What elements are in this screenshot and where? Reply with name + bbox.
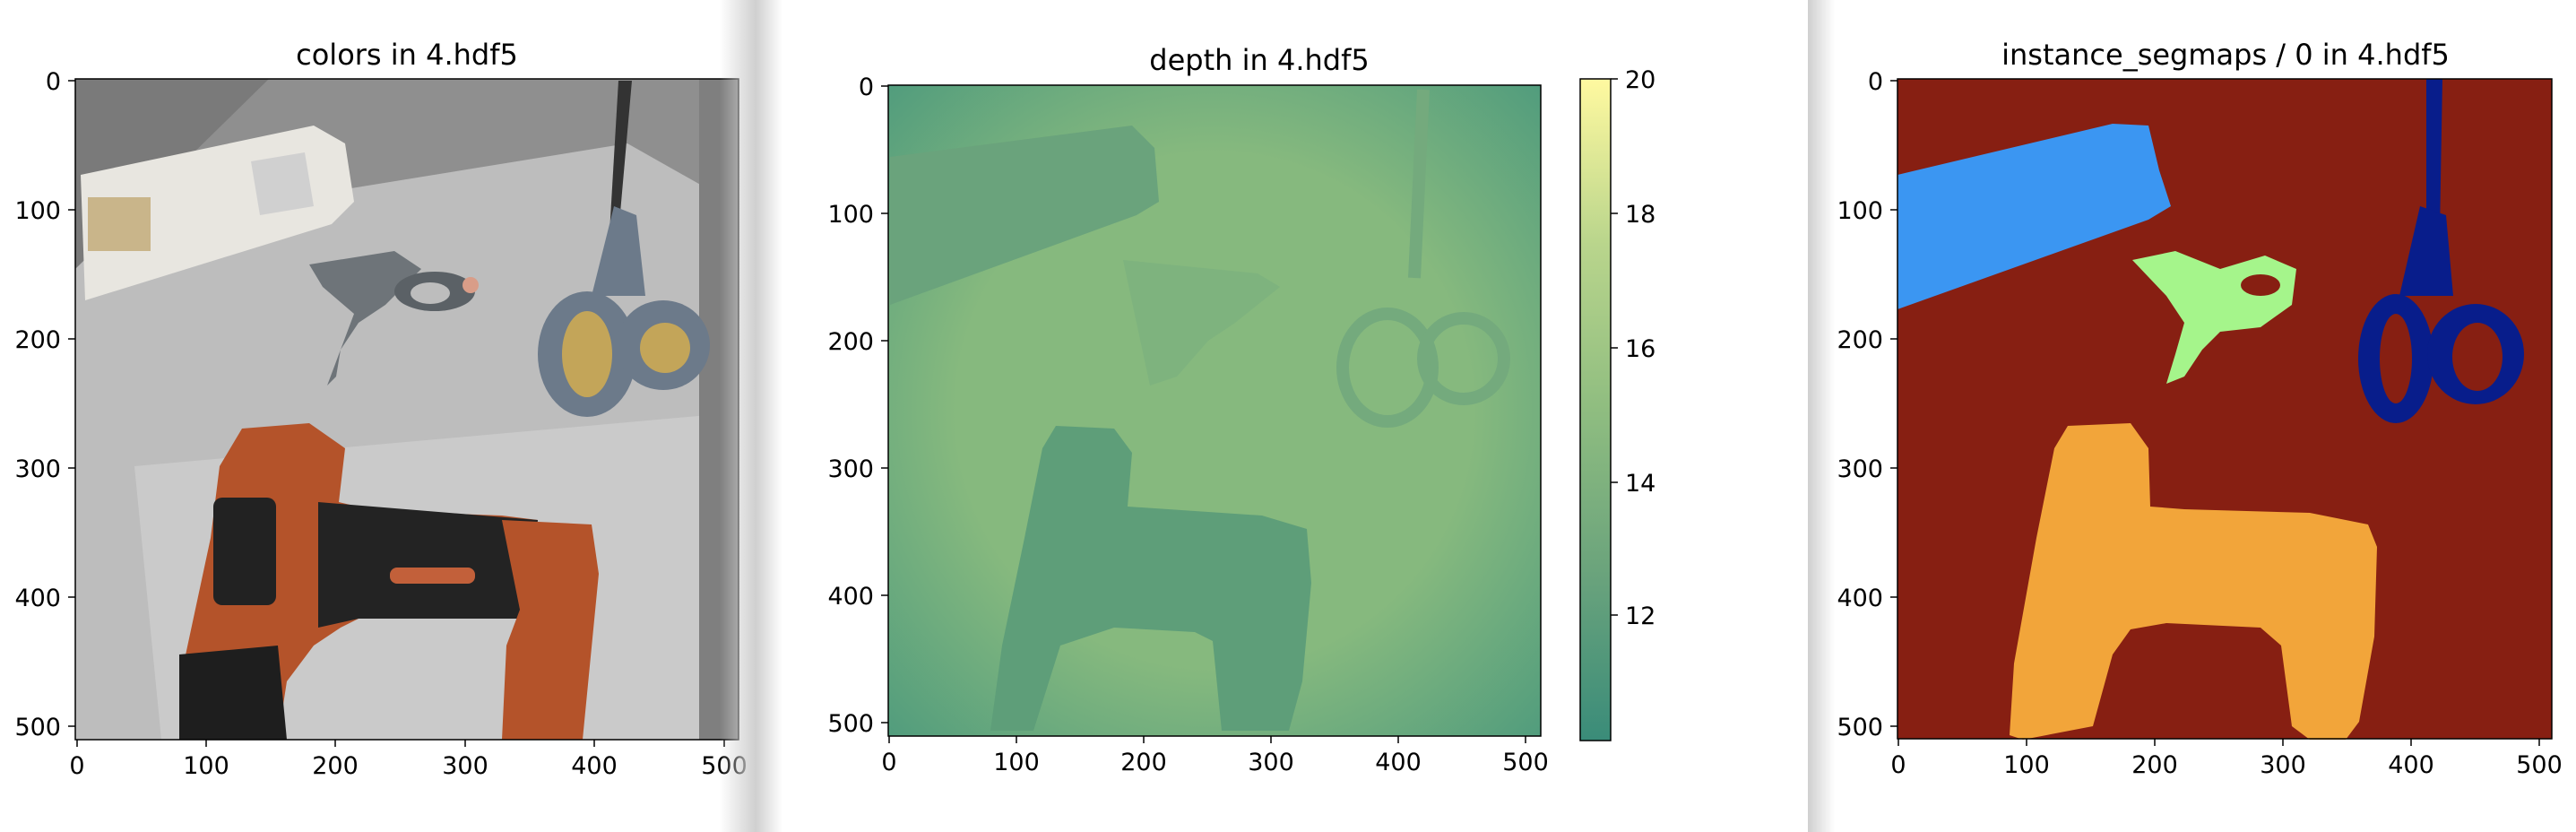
x-tick: 300 bbox=[2260, 751, 2306, 779]
x-tick: 300 bbox=[442, 752, 488, 780]
y-tick: 0 bbox=[859, 74, 874, 101]
y-tick: 200 bbox=[14, 326, 61, 354]
x-tick: 100 bbox=[2003, 751, 2050, 779]
segment-drill bbox=[2010, 423, 2377, 740]
y-tick: 200 bbox=[827, 328, 874, 356]
x-tick: 200 bbox=[1120, 749, 1167, 776]
y-tick: 400 bbox=[14, 585, 61, 612]
y-tick: 300 bbox=[1837, 455, 1883, 483]
x-tick: 200 bbox=[312, 752, 359, 780]
y-tick: 500 bbox=[14, 714, 61, 741]
colorbar-tick: 16 bbox=[1625, 335, 1655, 363]
x-tick: 200 bbox=[2131, 751, 2178, 779]
figure-window-segmaps: instance_segmaps / 0 in 4.hdf5 bbox=[1808, 0, 2576, 832]
depth-image bbox=[887, 84, 1542, 737]
segment-scissors bbox=[2358, 79, 2524, 423]
bottle-object bbox=[81, 126, 354, 300]
figure-window-depth: depth in 4.hdf5 0 bbox=[756, 0, 1808, 832]
y-tick: 0 bbox=[46, 68, 61, 96]
scissors-object bbox=[538, 81, 710, 417]
x-tick: 0 bbox=[1890, 751, 1906, 779]
y-axis: 0 100 200 300 400 500 bbox=[1837, 68, 1897, 741]
x-tick: 400 bbox=[2388, 751, 2434, 779]
y-axis: 0 100 200 300 400 500 bbox=[14, 68, 75, 741]
y-tick: 200 bbox=[1837, 326, 1883, 354]
y-tick: 400 bbox=[1837, 585, 1883, 612]
colorbar: 20 18 16 14 12 bbox=[1579, 66, 1655, 741]
y-tick: 0 bbox=[1868, 68, 1883, 96]
window-edge-shadow bbox=[756, 0, 782, 832]
x-tick: 300 bbox=[1248, 749, 1294, 776]
rgb-image bbox=[74, 78, 739, 741]
x-tick: 100 bbox=[993, 749, 1040, 776]
x-tick: 500 bbox=[2516, 751, 2563, 779]
plot-title: colors in 4.hdf5 bbox=[296, 38, 518, 72]
x-tick: 0 bbox=[69, 752, 84, 780]
figure-window-colors: colors in 4.hdf5 bbox=[0, 0, 756, 832]
colors-figure: colors in 4.hdf5 bbox=[14, 38, 748, 780]
depth-figure: depth in 4.hdf5 0 bbox=[827, 43, 1655, 776]
x-tick: 400 bbox=[1375, 749, 1422, 776]
clamp-object bbox=[309, 251, 479, 386]
y-tick: 300 bbox=[827, 455, 874, 483]
y-tick: 400 bbox=[827, 583, 874, 611]
x-tick: 500 bbox=[1502, 749, 1549, 776]
segmaps-figure: instance_segmaps / 0 in 4.hdf5 bbox=[1837, 38, 2563, 779]
y-tick: 100 bbox=[827, 201, 874, 229]
segmentation-image bbox=[1897, 78, 2553, 740]
colorbar-tick: 12 bbox=[1625, 602, 1655, 630]
colorbar-tick: 20 bbox=[1625, 66, 1655, 94]
plot-title: depth in 4.hdf5 bbox=[1149, 43, 1369, 77]
y-tick: 300 bbox=[14, 455, 61, 483]
colorbar-tick: 18 bbox=[1625, 201, 1655, 229]
x-tick: 100 bbox=[183, 752, 229, 780]
x-tick: 400 bbox=[571, 752, 618, 780]
x-axis: 0 100 200 300 400 500 bbox=[881, 736, 1549, 776]
x-axis: 0 100 200 300 400 500 bbox=[1890, 739, 2563, 779]
y-tick: 100 bbox=[1837, 197, 1883, 225]
drill-object bbox=[179, 423, 599, 740]
plot-title: instance_segmaps / 0 in 4.hdf5 bbox=[2001, 38, 2450, 72]
y-tick: 500 bbox=[827, 710, 874, 738]
segment-bottle bbox=[1897, 124, 2171, 309]
y-tick: 500 bbox=[1837, 714, 1883, 741]
y-axis: 0 100 200 300 400 500 bbox=[827, 74, 888, 738]
x-tick: 500 bbox=[701, 752, 748, 780]
x-axis: 0 100 200 300 400 500 bbox=[69, 740, 748, 780]
x-tick: 0 bbox=[881, 749, 896, 776]
y-tick: 100 bbox=[14, 197, 61, 225]
colorbar-tick: 14 bbox=[1625, 470, 1655, 498]
window-edge-shadow bbox=[1808, 0, 1835, 832]
